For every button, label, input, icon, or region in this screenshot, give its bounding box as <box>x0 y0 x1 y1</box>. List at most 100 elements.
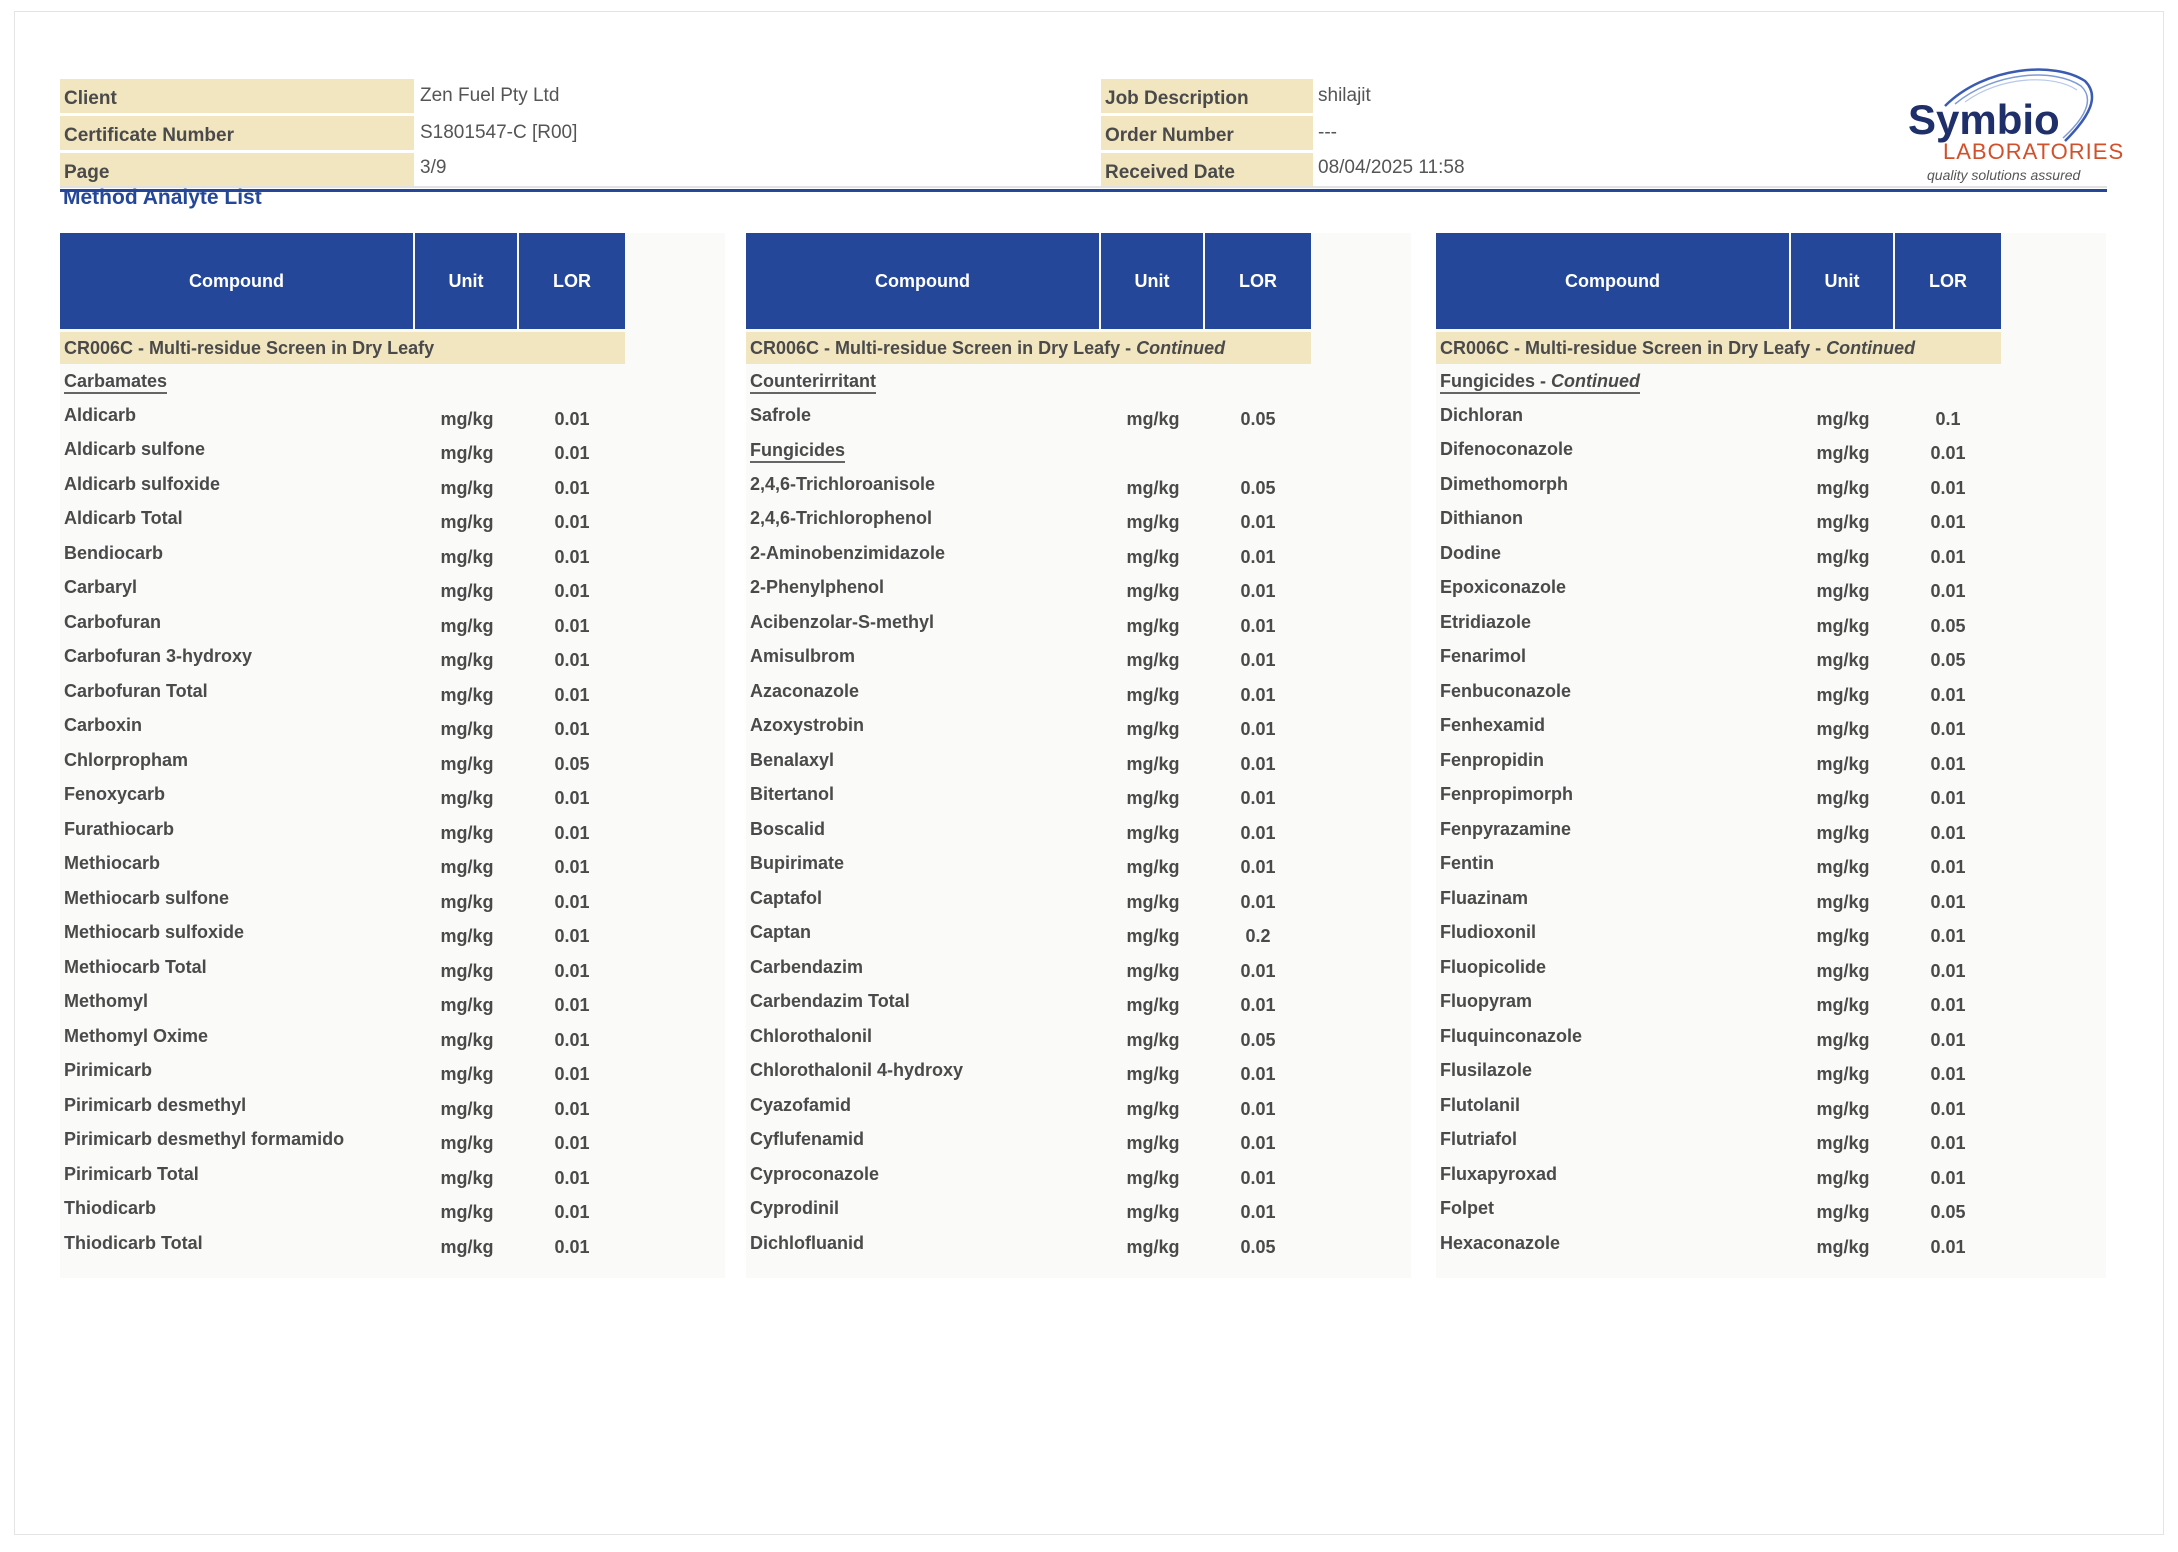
unit-value: mg/kg <box>1816 960 1870 981</box>
unit-value: mg/kg <box>1816 1098 1870 1119</box>
unit-value: mg/kg <box>440 581 494 601</box>
column-header-lor: LOR <box>1895 233 2001 329</box>
compound-name: Chlorothalonil <box>750 1025 872 1046</box>
lor-value: 0.01 <box>554 891 590 912</box>
unit-value: mg/kg <box>440 891 494 912</box>
compound-name: Aldicarb <box>64 404 137 425</box>
compound-name: Azoxystrobin <box>750 715 865 735</box>
unit-value: mg/kg <box>440 1029 494 1050</box>
compound-name: Acibenzolar-S-methyl <box>750 611 935 632</box>
category-label: Fungicides <box>750 440 846 460</box>
compound-name: Carbendazim <box>750 956 864 977</box>
compound-name: Bupirimate <box>750 853 845 873</box>
lor-value: 0.01 <box>1240 1064 1276 1084</box>
lor-value: 0.01 <box>1240 995 1276 1015</box>
column-header-compound: Compound <box>1436 233 1789 329</box>
category-label: Carbamates <box>64 371 168 391</box>
lor-value: 0.1 <box>1935 408 1961 429</box>
unit-value: mg/kg <box>1816 443 1870 463</box>
lor-value: 0.05 <box>554 753 590 774</box>
lor-value: 0.01 <box>554 443 590 463</box>
lor-value: 0.01 <box>1930 1236 1966 1257</box>
lor-value: 0.01 <box>1240 891 1276 912</box>
unit-value: mg/kg <box>440 788 494 808</box>
table-row: Carbaryl mg/kg 0.01 <box>60 573 625 608</box>
unit-value: mg/kg <box>440 512 494 532</box>
table-row: Dichlofluanid mg/kg 0.05 <box>746 1229 1311 1264</box>
unit-value: mg/kg <box>1816 408 1870 429</box>
category-subheading: Fungicides - Continued <box>1436 366 2001 401</box>
unit-value: mg/kg <box>1126 891 1180 912</box>
unit-value: mg/kg <box>1816 822 1870 843</box>
table-background <box>1436 233 2106 1278</box>
table-row: Methiocarb mg/kg 0.01 <box>60 849 625 884</box>
table-row: Furathiocarb mg/kg 0.01 <box>60 815 625 850</box>
column-header-unit: Unit <box>1791 233 1893 329</box>
table-row: Methiocarb sulfoxide mg/kg 0.01 <box>60 918 625 953</box>
unit-value: mg/kg <box>1816 1167 1870 1188</box>
lor-value: 0.01 <box>1930 857 1966 877</box>
table-row: Thiodicarb Total mg/kg 0.01 <box>60 1229 625 1264</box>
compound-name: Fenpropidin <box>1440 749 1544 770</box>
compound-name: Fenhexamid <box>1440 715 1546 735</box>
compound-name: 2-Phenylphenol <box>750 577 885 597</box>
unit-value: mg/kg <box>1816 477 1870 498</box>
compound-name: Methiocarb sulfone <box>64 887 230 908</box>
lor-value: 0.01 <box>554 581 590 601</box>
method-name: CR006C - Multi-residue Screen in Dry Lea… <box>1440 338 1827 358</box>
lor-value: 0.01 <box>554 650 590 670</box>
table-row: Fenhexamid mg/kg 0.01 <box>1436 711 2001 746</box>
compound-name: Fluquinconazole <box>1440 1025 1582 1046</box>
table-row: Carbendazim Total mg/kg 0.01 <box>746 987 1311 1022</box>
table-row: Azoxystrobin mg/kg 0.01 <box>746 711 1311 746</box>
lor-value: 0.01 <box>554 1133 590 1153</box>
unit-value: mg/kg <box>1816 995 1870 1015</box>
table-row: Pirimicarb desmethyl formamido mg/kg 0.01 <box>60 1125 625 1160</box>
column-header-lor: LOR <box>519 233 625 329</box>
unit-value: mg/kg <box>1126 753 1180 774</box>
compound-name: Carbofuran 3-hydroxy <box>64 646 253 666</box>
unit-value: mg/kg <box>1126 477 1180 498</box>
table-row: Flutriafol mg/kg 0.01 <box>1436 1125 2001 1160</box>
unit-value: mg/kg <box>1126 1236 1180 1257</box>
client-label: Client <box>60 79 414 113</box>
unit-value: mg/kg <box>1816 581 1870 601</box>
compound-name: Methiocarb Total <box>64 956 207 977</box>
table-row: Etridiazole mg/kg 0.05 <box>1436 608 2001 643</box>
table-row: Fluopyram mg/kg 0.01 <box>1436 987 2001 1022</box>
category-subheading: Carbamates <box>60 366 625 401</box>
unit-value: mg/kg <box>440 926 494 946</box>
compound-name: Boscalid <box>750 818 826 839</box>
unit-value: mg/kg <box>1126 822 1180 843</box>
unit-value: mg/kg <box>1816 1029 1870 1050</box>
lor-value: 0.01 <box>1930 684 1966 705</box>
compound-name: Fluopyram <box>1440 991 1533 1011</box>
lor-value: 0.01 <box>554 546 590 567</box>
compound-name: Dimethomorph <box>1440 473 1568 494</box>
unit-value: mg/kg <box>1816 753 1870 774</box>
unit-value: mg/kg <box>1126 684 1180 705</box>
table-background <box>60 233 725 1278</box>
table-row: Captan mg/kg 0.2 <box>746 918 1311 953</box>
table-row: Carboxin mg/kg 0.01 <box>60 711 625 746</box>
unit-value: mg/kg <box>1126 926 1180 946</box>
compound-name: Fludioxonil <box>1440 922 1536 942</box>
table-row: Amisulbrom mg/kg 0.01 <box>746 642 1311 677</box>
column-header-compound: Compound <box>746 233 1099 329</box>
column-header-unit: Unit <box>1101 233 1203 329</box>
compound-name: Pirimicarb desmethyl <box>64 1094 247 1115</box>
unit-value: mg/kg <box>1126 546 1180 567</box>
compound-name: Furathiocarb <box>64 818 175 839</box>
compound-name: Pirimicarb Total <box>64 1163 199 1184</box>
logo-swoosh-icon: Symbio LABORATORIES quality solutions as… <box>1908 68 2123 183</box>
analyte-rows: Fungicides - Continued Dichloran mg/kg 0.1 D… <box>1436 366 2001 1263</box>
table-row: Fluquinconazole mg/kg 0.01 <box>1436 1022 2001 1057</box>
lor-value: 0.01 <box>1930 1133 1966 1153</box>
unit-value: mg/kg <box>1126 1133 1180 1153</box>
unit-value: mg/kg <box>1816 788 1870 808</box>
received-date-value: 08/04/2025 11:58 <box>1318 157 1465 178</box>
compound-name: Fenpropimorph <box>1440 784 1573 804</box>
method-section-header: CR006C - Multi-residue Screen in Dry Lea… <box>746 332 1311 364</box>
unit-value: mg/kg <box>1816 1133 1870 1153</box>
continued-label: Continued <box>1826 338 1916 358</box>
